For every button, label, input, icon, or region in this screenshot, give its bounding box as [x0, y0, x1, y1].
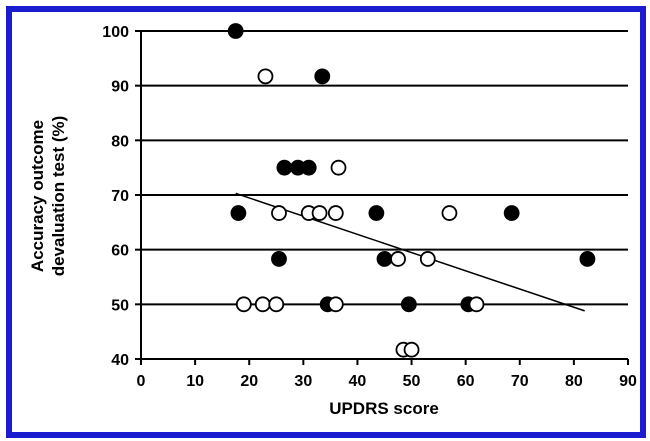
gridlines [141, 30, 628, 306]
filled-point-5 [230, 205, 247, 221]
open-point-5 [327, 205, 344, 221]
open-point-7 [390, 251, 406, 267]
trendline-layer [235, 192, 585, 312]
y-tick-label-100: 100 [102, 24, 129, 41]
x-tick-label-60: 60 [457, 373, 475, 390]
y-tick-label-50: 50 [111, 297, 129, 314]
x-tick-label-90: 90 [619, 373, 637, 390]
x-tick-label-70: 70 [511, 373, 529, 390]
open-point-9 [235, 296, 252, 313]
trendline [235, 192, 585, 312]
open-point-4 [311, 205, 328, 221]
y-tick-label-70: 70 [111, 188, 129, 205]
x-tick-label-0: 0 [137, 373, 146, 390]
filled-point-8 [271, 251, 287, 267]
open-point-15 [403, 341, 420, 358]
x-tick-label-20: 20 [240, 373, 258, 390]
open-point-13 [468, 296, 485, 313]
y-tick-label-80: 80 [111, 133, 129, 150]
open-point-12 [327, 296, 344, 313]
x-tick-label-80: 80 [565, 373, 583, 390]
filled-point-10 [579, 251, 596, 267]
x-axis-title: UPDRS score [329, 399, 439, 418]
filled-point-1 [314, 68, 331, 85]
x-tick-label-50: 50 [403, 373, 421, 390]
open-point-6 [441, 205, 458, 221]
open-point-11 [268, 296, 285, 313]
filled-point-7 [503, 205, 520, 221]
axes [135, 30, 629, 365]
filled-point-4 [300, 159, 317, 176]
y-axis-title-line-2: devaluation test (%) [49, 116, 68, 277]
filled-point-12 [400, 296, 417, 313]
x-tick-label-30: 30 [294, 373, 312, 390]
y-tick-label-60: 60 [111, 243, 129, 260]
x-tick-label-40: 40 [349, 373, 367, 390]
open-point-1 [330, 159, 347, 176]
data-points [227, 23, 596, 358]
filled-point-2 [276, 159, 293, 176]
filled-point-0 [227, 23, 244, 39]
open-point-0 [257, 68, 274, 85]
open-point-2 [271, 205, 287, 221]
open-point-10 [254, 296, 271, 313]
y-axis-title: Accuracy outcome devaluation test (%) [28, 116, 68, 277]
filled-point-9 [376, 251, 393, 267]
x-tick-label-10: 10 [186, 373, 204, 390]
open-point-8 [419, 251, 436, 267]
filled-point-6 [368, 205, 385, 221]
tick-labels: 40 50 60 70 80 90 100 0 10 20 30 40 50 60 70 80 90 [102, 24, 637, 390]
y-tick-label-90: 90 [111, 79, 129, 96]
y-axis-title-line-1: Accuracy outcome [28, 120, 47, 272]
y-tick-label-40: 40 [111, 352, 129, 369]
